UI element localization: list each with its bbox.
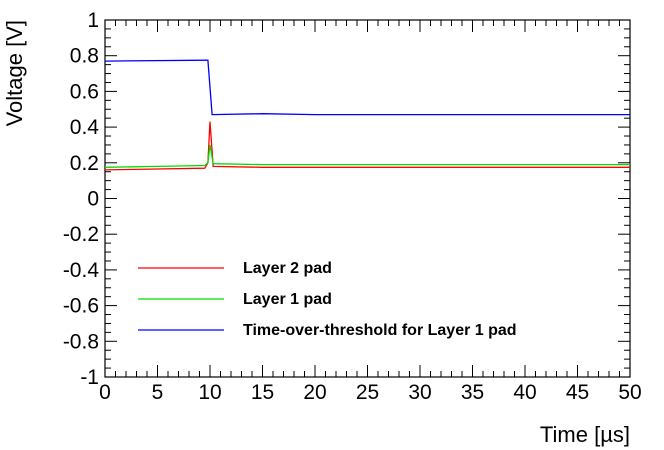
legend-label: Layer 1 pad xyxy=(243,291,332,308)
series-line xyxy=(104,121,630,171)
y-axis-title: Voltage [V] xyxy=(2,20,27,126)
y-tick-label: -0.2 xyxy=(63,223,99,246)
series-layer xyxy=(104,59,630,171)
y-tick-label: 0.2 xyxy=(70,152,99,175)
x-tick-label: 35 xyxy=(461,381,484,404)
y-tick-label: -0.4 xyxy=(63,259,100,282)
x-axis-title: Time [µs] xyxy=(540,422,630,447)
series-line xyxy=(104,59,630,116)
x-tick-label: 0 xyxy=(99,381,111,404)
x-tick-label: 15 xyxy=(251,381,274,404)
y-tick-label: 0 xyxy=(87,188,99,211)
x-tick-label: 25 xyxy=(356,381,379,404)
legend: Layer 2 pad Layer 1 pad Time-over-threshol… xyxy=(138,260,517,339)
series-line xyxy=(104,144,630,168)
y-tick-label: 1 xyxy=(87,9,99,32)
x-tick-label: 30 xyxy=(408,381,431,404)
y-tick-label: -1 xyxy=(80,366,99,389)
y-tick-label: 0.6 xyxy=(70,80,99,103)
y-tick-label: -0.6 xyxy=(63,295,99,318)
axis-ticks: 0 5 10 15 20 25 30 35 40 45 50 -1 -0.8 -0.6 -0.4 -0.2 0 0… xyxy=(63,9,642,404)
x-tick-label: 20 xyxy=(303,381,326,404)
legend-label: Layer 2 pad xyxy=(243,260,332,277)
y-tick-label: 0.8 xyxy=(70,45,99,68)
x-tick-label: 10 xyxy=(198,381,221,404)
y-tick-label: -0.8 xyxy=(63,330,99,353)
x-tick-label: 45 xyxy=(566,381,589,404)
y-tick-label: 0.4 xyxy=(70,116,100,139)
legend-label: Time-over-threshold for Layer 1 pad xyxy=(243,322,517,339)
x-tick-label: 50 xyxy=(618,381,641,404)
x-tick-label: 40 xyxy=(513,381,536,404)
x-tick-label: 5 xyxy=(152,381,164,404)
